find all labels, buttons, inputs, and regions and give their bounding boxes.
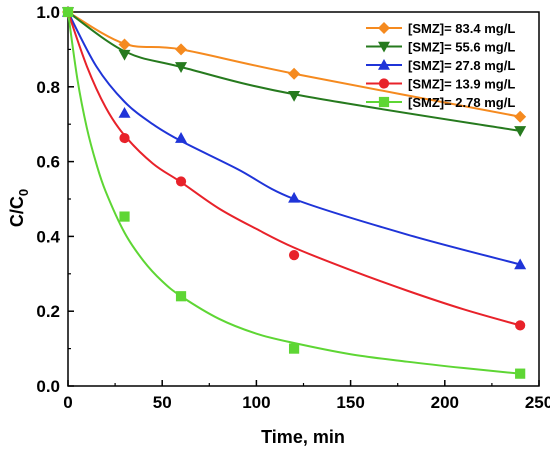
- data-point: [515, 368, 526, 379]
- data-point: [175, 176, 187, 187]
- y-axis: 0.0 0.2 0.4 0.6 0.8 1.0: [36, 3, 74, 396]
- series-markers: [62, 6, 526, 379]
- data-point: [118, 106, 131, 118]
- data-point: [118, 38, 131, 51]
- y-tick-label: 0.4: [36, 227, 60, 246]
- data-point: [288, 90, 301, 102]
- legend-item: [SMZ]= 55.6 mg/L: [366, 40, 515, 55]
- fit-line: [67, 11, 521, 118]
- data-point: [119, 132, 130, 144]
- y-tick-label: 0.8: [36, 78, 60, 97]
- fit-line: [67, 11, 521, 132]
- data-point: [514, 258, 527, 270]
- y-axis-title-subscript: 0: [16, 189, 31, 196]
- x-tick-label: 150: [336, 393, 364, 412]
- fit-line: [67, 11, 521, 266]
- x-tick-label: 0: [63, 393, 72, 412]
- data-point: [288, 67, 301, 80]
- x-axis: 0 50 100 150 200 250: [63, 380, 550, 412]
- data-point: [119, 211, 130, 222]
- fit-line: [67, 11, 521, 327]
- legend-marker: [378, 22, 390, 34]
- data-point: [175, 291, 187, 302]
- legend-label: [SMZ]= 2.78 mg/L: [408, 95, 515, 110]
- data-point: [288, 250, 300, 261]
- x-tick-label: 100: [242, 393, 270, 412]
- x-tick-label: 200: [431, 393, 459, 412]
- legend-item: [SMZ]= 2.78 mg/L: [366, 95, 515, 110]
- fit-line: [67, 11, 521, 375]
- data-point: [62, 6, 74, 18]
- y-tick-label: 0.6: [36, 153, 60, 172]
- y-tick-label: 1.0: [36, 3, 60, 22]
- data-points: [62, 6, 527, 379]
- legend-marker: [378, 41, 390, 53]
- legend-label: [SMZ]= 27.8 mg/L: [408, 58, 515, 73]
- data-point: [515, 320, 526, 331]
- legend-item: [SMZ]= 27.8 mg/L: [366, 58, 515, 73]
- data-point: [175, 43, 188, 56]
- data-point: [288, 191, 301, 203]
- data-point: [288, 343, 300, 354]
- y-tick-label: 0.2: [36, 302, 60, 321]
- data-point: [514, 126, 527, 137]
- data-point: [514, 110, 527, 123]
- legend: [SMZ]= 83.4 mg/L [SMZ]= 55.6 mg/L [SMZ]= 2…: [366, 21, 515, 110]
- data-point: [175, 132, 188, 143]
- data-point: [175, 62, 188, 73]
- y-tick-label: 0.0: [36, 377, 60, 396]
- legend-label: [SMZ]= 55.6 mg/L: [408, 40, 515, 55]
- legend-marker: [378, 96, 390, 108]
- legend-label: [SMZ]= 83.4 mg/L: [408, 21, 515, 36]
- legend-item: [SMZ]= 83.4 mg/L: [366, 21, 515, 36]
- legend-item: [SMZ]= 13.9 mg/L: [366, 77, 515, 92]
- x-tick-label: 250: [525, 393, 550, 412]
- y-axis-title-main: C/C: [7, 196, 27, 227]
- legend-marker: [378, 59, 390, 70]
- x-axis-title: Time, min: [261, 427, 345, 447]
- y-axis-title: C/C0: [7, 189, 31, 227]
- legend-label: [SMZ]= 13.9 mg/L: [408, 77, 515, 92]
- legend-marker: [378, 78, 390, 89]
- fit-curves: [67, 11, 521, 375]
- x-tick-label: 50: [153, 393, 172, 412]
- data-point: [118, 49, 131, 61]
